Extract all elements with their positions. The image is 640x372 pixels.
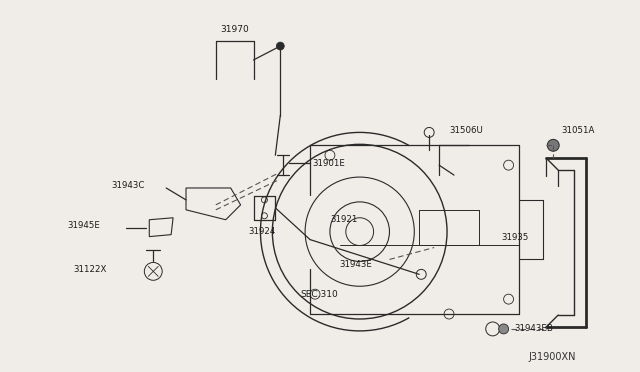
Text: 31921: 31921 [330, 215, 357, 224]
Text: J31900XN: J31900XN [529, 352, 576, 362]
Circle shape [276, 42, 284, 50]
Circle shape [547, 140, 559, 151]
Text: 31051A: 31051A [561, 126, 595, 135]
Circle shape [499, 324, 509, 334]
Text: 31970: 31970 [221, 25, 250, 34]
Text: 31901E: 31901E [312, 159, 345, 168]
Text: 31506U: 31506U [449, 126, 483, 135]
Text: 31943EB: 31943EB [515, 324, 554, 333]
Text: 31122X: 31122X [74, 265, 108, 274]
Text: 31924: 31924 [248, 227, 276, 236]
Text: 31945E: 31945E [67, 221, 100, 230]
Text: SEC.310: SEC.310 [300, 290, 338, 299]
Text: 31943C: 31943C [111, 180, 145, 189]
Text: 31943E: 31943E [340, 260, 372, 269]
Text: 31935: 31935 [501, 233, 529, 242]
